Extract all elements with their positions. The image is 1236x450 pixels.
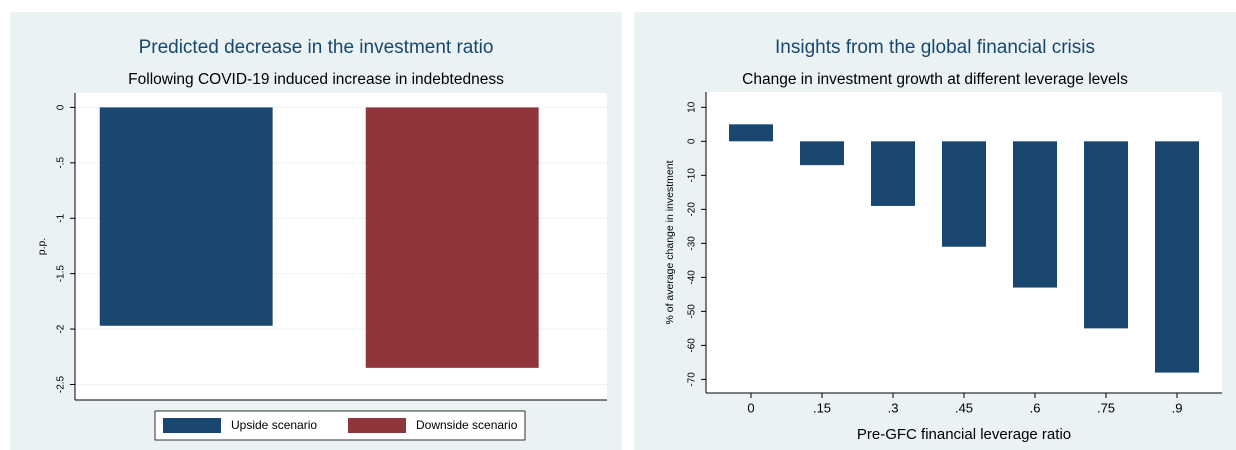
y-tick-label: -2	[56, 324, 67, 333]
y-tick-label: -30	[687, 236, 698, 251]
x-tick-label: .3	[888, 400, 899, 415]
x-tick-label: .6	[1030, 400, 1041, 415]
y-tick-label: -2.5	[56, 375, 67, 393]
y-tick-label: -20	[687, 202, 698, 217]
bar	[1013, 141, 1057, 288]
y-tick-label: 0	[687, 138, 698, 144]
bar	[99, 107, 273, 326]
legend-label: Downside scenario	[416, 418, 518, 432]
x-tick-label: .9	[1172, 400, 1183, 415]
y-tick-label: -50	[687, 304, 698, 319]
x-tick-label: .75	[1097, 400, 1115, 415]
y-axis-label: p.p.	[36, 238, 48, 256]
bar	[365, 107, 539, 368]
bar	[729, 124, 773, 142]
y-tick-label: -1.5	[56, 265, 67, 283]
x-tick-label: .15	[813, 400, 831, 415]
y-axis-label: % of average change in investment	[664, 160, 676, 324]
y-tick-label: 10	[687, 101, 698, 113]
y-tick-label: 0	[56, 104, 67, 110]
legend-label: Upside scenario	[231, 418, 317, 432]
x-tick-label: 0	[747, 400, 754, 415]
y-tick-label: -.5	[56, 157, 67, 169]
bar	[942, 141, 986, 247]
x-tick-label: .45	[955, 400, 973, 415]
y-tick-label: -70	[687, 372, 698, 387]
chart-title: Insights from the global financial crisi…	[775, 37, 1095, 58]
y-tick-label: -1	[56, 213, 67, 222]
y-tick-label: -10	[687, 168, 698, 183]
y-tick-label: -40	[687, 270, 698, 285]
legend-swatch	[163, 418, 221, 433]
legend-swatch	[348, 418, 406, 433]
bar	[1084, 141, 1128, 329]
bar	[1155, 141, 1199, 373]
y-tick-label: -60	[687, 338, 698, 353]
x-axis-label: Pre-GFC financial leverage ratio	[857, 426, 1071, 443]
bar	[800, 141, 844, 166]
chart-subtitle: Following COVID-19 induced increase in i…	[128, 71, 504, 88]
chart-subtitle: Change in investment growth at different…	[742, 71, 1128, 88]
bar	[871, 141, 915, 206]
chart-title: Predicted decrease in the investment rat…	[139, 37, 494, 58]
